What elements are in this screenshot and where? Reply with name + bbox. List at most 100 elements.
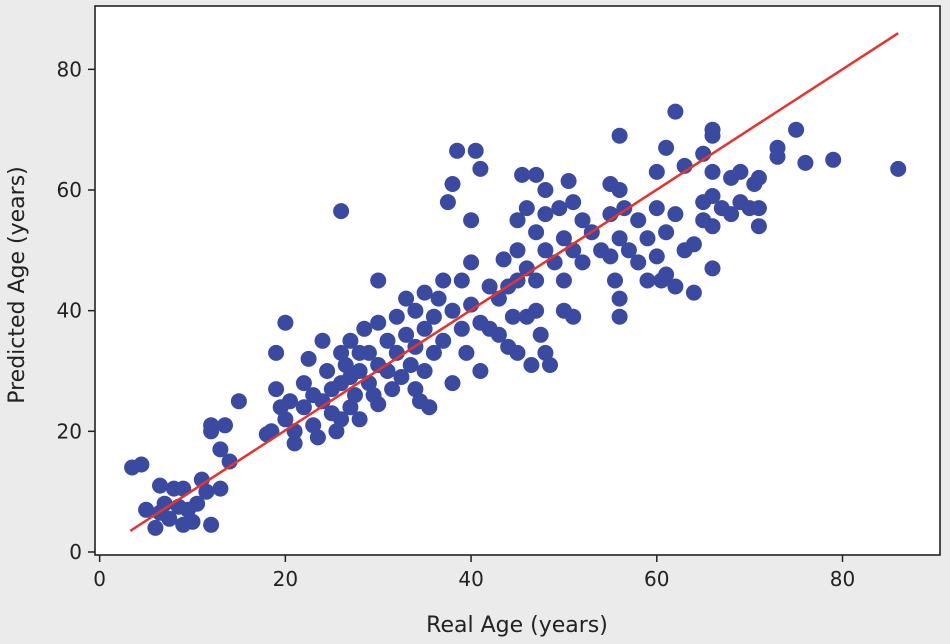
- data-point: [658, 266, 675, 283]
- data-point: [630, 254, 647, 271]
- data-point: [314, 332, 331, 349]
- data-point: [309, 429, 326, 446]
- data-point: [620, 242, 637, 259]
- data-point: [537, 206, 554, 223]
- data-point: [750, 218, 767, 235]
- data-point: [230, 393, 247, 410]
- data-point: [360, 344, 377, 361]
- data-point: [723, 206, 740, 223]
- data-point: [453, 272, 470, 289]
- data-point: [611, 127, 628, 144]
- data-point: [444, 176, 461, 192]
- data-point: [528, 272, 545, 289]
- data-point: [667, 103, 684, 120]
- data-point: [472, 363, 489, 379]
- data-point: [788, 121, 805, 138]
- data-point: [342, 399, 359, 416]
- data-point: [528, 224, 545, 241]
- data-point: [528, 302, 545, 319]
- data-point: [667, 278, 684, 295]
- data-point: [509, 344, 526, 361]
- data-point: [509, 212, 526, 229]
- data-point: [138, 501, 155, 518]
- data-point: [152, 477, 168, 494]
- data-point: [611, 230, 628, 247]
- fit-line-layer: [129, 32, 899, 532]
- data-point: [648, 248, 665, 265]
- data-point: [263, 423, 280, 440]
- data-point: [574, 254, 591, 271]
- data-point: [611, 308, 628, 325]
- data-point: [398, 326, 415, 343]
- y-tick-label: 60: [57, 178, 82, 202]
- data-point: [551, 200, 568, 217]
- data-point: [425, 344, 442, 361]
- data-point: [398, 290, 415, 307]
- data-point: [565, 194, 582, 211]
- data-point: [351, 363, 368, 379]
- data-point: [161, 510, 178, 527]
- data-point: [439, 194, 456, 211]
- data-point: [750, 200, 767, 217]
- data-point: [890, 160, 907, 177]
- data-point: [212, 480, 229, 497]
- data-points: [124, 103, 907, 536]
- data-point: [542, 357, 558, 373]
- data-point: [648, 163, 665, 180]
- data-point: [704, 260, 721, 277]
- data-point: [295, 375, 312, 392]
- data-point: [328, 423, 345, 440]
- data-point: [282, 393, 298, 410]
- data-point: [347, 387, 363, 404]
- data-point: [203, 417, 220, 434]
- data-point: [658, 139, 675, 156]
- data-point: [319, 363, 336, 379]
- data-point: [221, 453, 238, 470]
- data-point: [481, 278, 498, 295]
- data-point: [156, 495, 173, 512]
- data-point: [416, 363, 433, 379]
- data-point: [732, 163, 749, 180]
- data-point: [435, 332, 452, 349]
- data-point: [356, 320, 373, 337]
- data-point: [333, 203, 350, 220]
- data-point: [444, 375, 461, 392]
- data-point: [203, 516, 220, 533]
- data-point: [217, 417, 233, 434]
- data-point: [537, 344, 554, 361]
- data-point: [518, 200, 535, 217]
- data-point: [523, 357, 540, 373]
- data-point: [333, 344, 350, 361]
- data-point: [193, 471, 210, 488]
- data-point: [333, 411, 350, 428]
- x-tick-label: 60: [644, 567, 669, 591]
- data-point: [532, 326, 549, 343]
- data-point: [268, 381, 285, 398]
- y-tick-label: 80: [57, 57, 82, 81]
- data-point: [463, 212, 480, 229]
- data-point: [472, 160, 489, 177]
- data-point: [495, 251, 512, 268]
- data-point: [198, 483, 215, 500]
- data-point: [825, 151, 842, 168]
- data-point: [458, 344, 475, 361]
- data-point: [305, 417, 322, 434]
- data-point: [295, 399, 312, 416]
- data-point: [560, 173, 577, 189]
- y-tick-label: 40: [57, 299, 82, 323]
- data-point: [602, 248, 619, 265]
- data-point: [351, 411, 368, 428]
- data-point: [565, 308, 582, 325]
- data-point: [286, 435, 303, 452]
- data-point: [435, 272, 452, 289]
- data-point: [407, 302, 424, 319]
- data-point: [147, 519, 164, 536]
- data-point: [685, 236, 702, 253]
- data-point: [212, 441, 229, 458]
- data-point: [370, 314, 387, 331]
- data-point: [667, 206, 684, 223]
- x-axis-ticks: 0 20 40 60 80: [93, 555, 855, 591]
- data-point: [184, 513, 201, 530]
- data-point: [416, 320, 433, 337]
